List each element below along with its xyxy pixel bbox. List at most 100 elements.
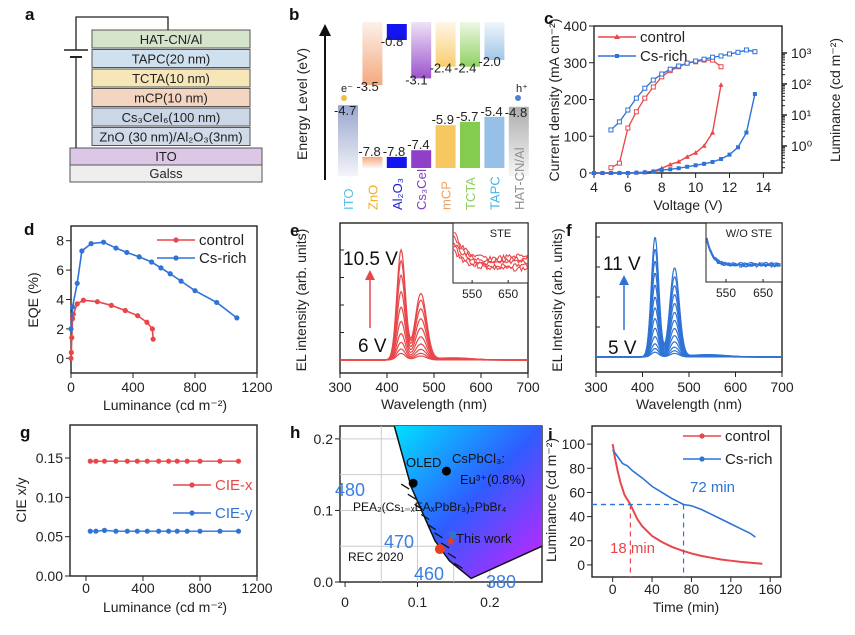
panel-label-g: g (20, 423, 30, 442)
wavelength-tick (400, 483, 410, 490)
y-tick-label: 100 (562, 436, 586, 452)
series-control-point (94, 299, 100, 305)
homo-value: -4.8 (505, 105, 527, 120)
series-control-point (68, 349, 74, 356)
series-control-point (74, 301, 80, 307)
point-oled (408, 478, 418, 488)
series-Cs-rich-point (178, 278, 184, 284)
series-CIE-x-point (93, 458, 99, 464)
x-tick-label: 1200 (241, 580, 272, 596)
panel-label-a: a (25, 5, 35, 24)
y-axis-title: EQE (%) (25, 272, 41, 327)
x-tick-label: 10 (688, 179, 704, 195)
series-CIE-y-point (101, 527, 108, 533)
substrate-layer-1 (69, 164, 263, 183)
series-Cs-rich-point (651, 169, 656, 174)
y-tick-label: 0.05 (36, 529, 63, 545)
series-Cs-rich-point (69, 304, 76, 310)
legend-marker (189, 482, 195, 488)
series-Cs-rich-point (710, 159, 715, 164)
inset-frame (705, 222, 783, 283)
lumo-bar (386, 24, 407, 40)
device-structure-diagram: HAT-CN/Al TAPC(20 nm) TCTA(10 nm) mCP(10 nm… (64, 16, 263, 183)
point-label: Eu³⁺(0.8%) (460, 472, 525, 487)
chart-f: 300 400 500 600 700 550 650 W/O STE 11 V 5 V Wavel… (549, 222, 794, 412)
wavelength-tick (434, 532, 443, 539)
inset-title: W/O STE (726, 228, 772, 240)
series-Cs-rich-luminance-point (718, 53, 724, 59)
legend-marker (699, 433, 705, 439)
y-tick-label: 0.00 (36, 568, 63, 584)
y-tick-label: 40 (569, 509, 585, 525)
material-label: mCP (439, 181, 454, 210)
series-Cs-rich-point (642, 170, 647, 175)
x-tick-label: 500 (677, 379, 701, 395)
x-axis-title: Luminance (cd m⁻²) (103, 397, 227, 413)
spectrum-curve (340, 248, 529, 361)
legend-label: Cs-rich (199, 250, 247, 267)
series-Cs-rich-point (719, 157, 724, 162)
lumo-value: -2.4 (430, 61, 452, 76)
hole-icon (515, 95, 521, 101)
series-control-point (135, 313, 141, 319)
series-control-point (80, 297, 86, 303)
half-life-label: 18 min (610, 540, 655, 557)
voltage-high-label: 10.5 V (343, 249, 398, 270)
y-tick-label: 20 (569, 533, 585, 549)
homo-bar (411, 150, 432, 168)
lumo-value: -0.8 (381, 34, 403, 49)
homo-bar (362, 156, 383, 168)
legend-label: CIE-x (215, 477, 253, 494)
wavelength-label: 380 (486, 572, 516, 592)
x-tick-label: 4 (590, 179, 598, 195)
x-tick-label: 0 (341, 594, 349, 610)
legend-label: control (199, 232, 244, 249)
series-Cs-rich-luminance-point (752, 49, 758, 55)
series-Cs-rich-point (735, 145, 740, 150)
series-Cs-rich-point (124, 249, 130, 256)
y-tick-label: 0.10 (36, 489, 63, 505)
layer-5 (91, 127, 251, 146)
x-tick-label: 400 (631, 379, 655, 395)
series-CIE-y-point (144, 528, 150, 534)
inset-tick-label: 550 (462, 287, 482, 301)
series-Cs-rich-point (752, 91, 757, 96)
energy-axis-title: Energy Level (eV) (294, 48, 310, 160)
series-Cs-rich-point (676, 166, 681, 171)
homo-bar (460, 121, 480, 168)
homo-bar (508, 106, 529, 176)
series-control-luminance-line (610, 59, 722, 169)
x-tick-label: 120 (719, 581, 743, 597)
series-Cs-rich-luminance-point (684, 60, 690, 66)
inset-tick-label: 550 (716, 286, 736, 300)
x-tick-label: 0 (609, 581, 617, 597)
wavelength-tick (427, 524, 437, 531)
series-CIE-y-point (174, 528, 180, 534)
lumo-value: -3.1 (405, 72, 427, 87)
series-CIE-y-point (93, 528, 99, 534)
y-axis-title: Current density (mA cm⁻²) (546, 19, 562, 182)
wavelength-label: 460 (414, 564, 444, 584)
material-label: Al₂O₃ (390, 178, 405, 210)
inset-curve (453, 231, 528, 262)
y-tick-label: 2 (56, 321, 64, 337)
point-label: REC 2020 (348, 550, 404, 564)
electron-icon (341, 95, 347, 101)
x-tick-label: 600 (724, 379, 748, 395)
y-axis-title: EL Intensity (arb. units) (549, 228, 565, 371)
y-tick-label: 60 (569, 484, 585, 500)
electron-label: e⁻ (341, 83, 353, 95)
layer-label: Cs₃CeI₆(100 nm) (122, 110, 221, 125)
y2-tick-label: 10¹ (791, 107, 812, 123)
series-Cs-rich-luminance-point (726, 51, 732, 57)
y-tick-label: 200 (564, 92, 588, 108)
substrate-label: Galss (149, 166, 183, 181)
wire (75, 16, 169, 50)
wavelength-tick (447, 552, 457, 559)
series-CIE-x-point (197, 458, 203, 464)
homo-value: -5.4 (480, 104, 502, 119)
x-axis-title: Wavelength (nm) (381, 396, 487, 412)
series-control-point (144, 319, 150, 325)
series-Cs-rich-point (74, 280, 80, 286)
